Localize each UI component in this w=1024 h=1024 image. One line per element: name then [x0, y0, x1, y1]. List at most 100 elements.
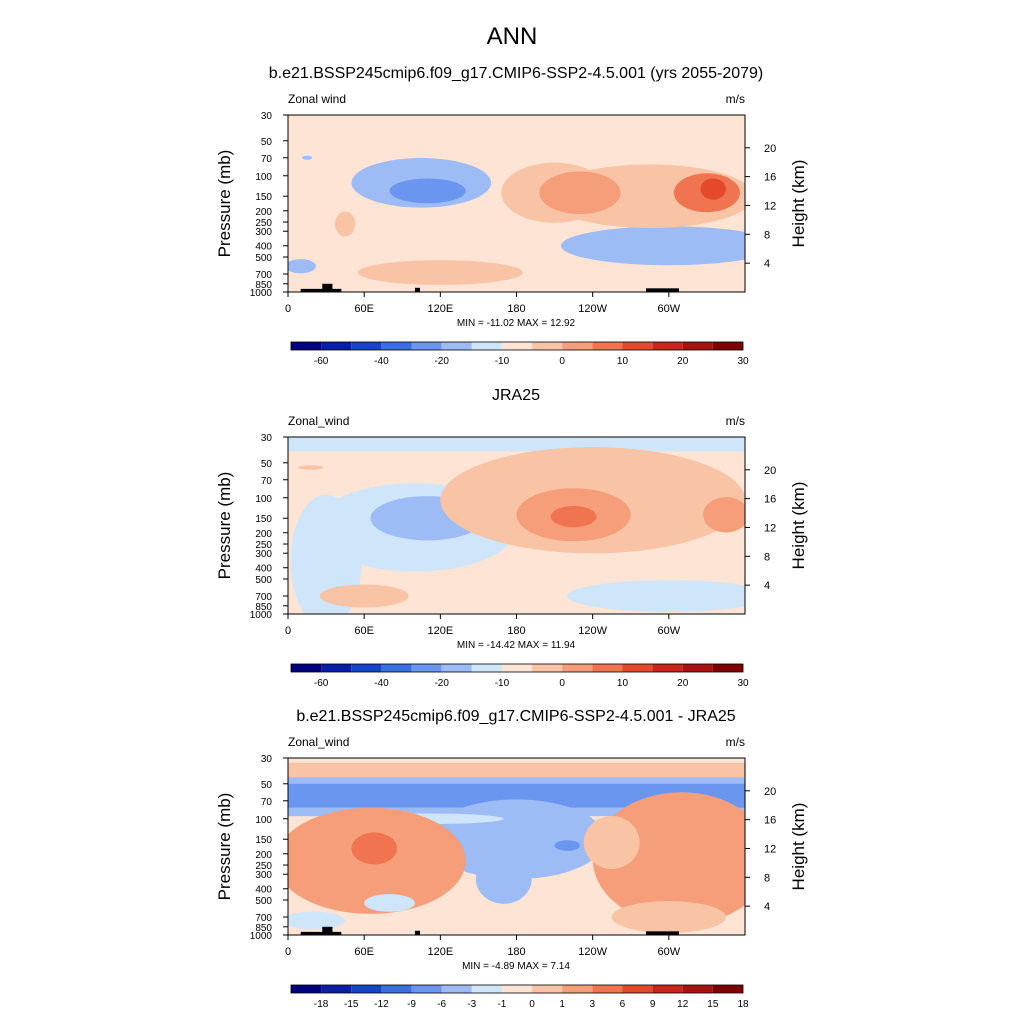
y-tick-label: 250	[255, 540, 272, 551]
colorbar-swatch	[441, 342, 472, 350]
contour-region	[539, 171, 621, 214]
x-tick-label: 180	[507, 625, 525, 637]
y-axis-title: Pressure (mb)	[215, 793, 234, 901]
y-tick-label: 70	[261, 476, 273, 487]
colorbar-swatch	[351, 985, 382, 993]
colorbar-swatch	[501, 664, 533, 672]
colorbar-label: 20	[677, 356, 689, 367]
min-max-stats: MIN = -11.02 MAX = 12.92	[457, 318, 576, 329]
colorbar-label: 20	[677, 678, 689, 689]
colorbar-label: 12	[677, 999, 689, 1010]
contour-band	[288, 762, 745, 779]
contour-region	[298, 465, 324, 470]
height-tick-label: 12	[764, 843, 776, 855]
colorbar-label: -9	[407, 999, 416, 1010]
y-tick-label: 30	[261, 754, 273, 765]
panel-title: b.e21.BSSP245cmip6.f09_g17.CMIP6-SSP2-4.…	[269, 65, 764, 82]
colorbar-label: 6	[620, 999, 626, 1010]
colorbar-swatch	[411, 985, 442, 993]
colorbar-swatch	[471, 664, 502, 672]
colorbar-label: -40	[374, 356, 389, 367]
colorbar-label: 10	[617, 356, 629, 367]
colorbar-swatch	[471, 342, 502, 350]
colorbar-swatch	[381, 985, 412, 993]
units-label: m/s	[726, 735, 745, 749]
colorbar-swatch	[652, 985, 683, 993]
colorbar-frame	[290, 663, 744, 673]
height-tick-label: 16	[764, 815, 776, 827]
topography	[300, 288, 342, 292]
colorbar-label: -6	[437, 999, 446, 1010]
colorbar-swatch	[321, 342, 352, 350]
topography	[645, 931, 679, 935]
y-tick-label: 500	[255, 575, 272, 586]
x-tick-label: 60E	[354, 946, 374, 958]
y-tick-label: 200	[255, 529, 272, 540]
colorbar-swatch	[652, 664, 683, 672]
y-tick-label: 300	[255, 549, 272, 560]
height-tick-label: 12	[764, 522, 776, 534]
panel-1: b.e21.BSSP245cmip6.f09_g17.CMIP6-SSP2-4.…	[215, 65, 808, 367]
colorbar-swatch	[291, 985, 322, 993]
colorbar-label: -20	[434, 678, 449, 689]
contour-region	[319, 584, 409, 608]
y2-axis-title: Height (km)	[789, 803, 808, 891]
y-tick-label: 150	[255, 514, 272, 525]
x-tick-label: 120W	[578, 946, 607, 958]
contour-region	[554, 840, 580, 851]
colorbar-label: -10	[495, 356, 510, 367]
y-tick-label: 400	[255, 885, 272, 896]
colorbar: -60 -40 -20 -10 0 10 20 30	[290, 341, 749, 367]
height-tick-label: 20	[764, 465, 776, 477]
colorbar-swatch	[562, 985, 593, 993]
colorbar-label: 15	[707, 999, 719, 1010]
contour-region	[288, 259, 316, 274]
height-tick-label: 8	[764, 551, 770, 563]
y-tick-label: 70	[261, 154, 273, 165]
panel-title: JRA25	[492, 387, 540, 404]
colorbar-label: -1	[497, 999, 506, 1010]
y-tick-label: 300	[255, 870, 272, 881]
contour-region	[389, 178, 466, 204]
colorbar-swatch	[712, 342, 743, 350]
y-tick-label: 150	[255, 835, 272, 846]
y-tick-label: 250	[255, 861, 272, 872]
contour-field	[288, 115, 745, 292]
contour-region	[475, 854, 532, 904]
x-tick-label: 180	[507, 946, 525, 958]
colorbar-swatch	[562, 342, 593, 350]
colorbar-swatch	[291, 664, 322, 672]
colorbar-swatch	[381, 342, 412, 350]
y-tick-label: 50	[261, 459, 273, 470]
colorbar-swatch	[562, 664, 593, 672]
colorbar-label: 30	[737, 356, 749, 367]
topography	[322, 926, 333, 935]
colorbar-swatch	[532, 342, 563, 350]
colorbar-swatch	[622, 985, 653, 993]
y-tick-label: 1000	[250, 931, 273, 942]
topography	[300, 931, 342, 935]
y-tick-label: 100	[255, 815, 272, 826]
y-tick-label: 30	[261, 111, 273, 122]
colorbar-swatch	[712, 664, 743, 672]
colorbar-swatch	[532, 985, 563, 993]
colorbar-label: -60	[314, 356, 329, 367]
y2-axis-title: Height (km)	[789, 160, 808, 248]
colorbar-swatch	[321, 664, 352, 672]
min-max-stats: MIN = -14.42 MAX = 11.94	[457, 640, 576, 651]
colorbar-swatch	[291, 342, 322, 350]
x-tick-label: 0	[285, 946, 291, 958]
topography	[322, 283, 333, 292]
y-tick-label: 500	[255, 253, 272, 264]
colorbar-swatch	[471, 985, 502, 993]
y-tick-label: 850	[255, 602, 272, 613]
y-axis-title: Pressure (mb)	[215, 472, 234, 580]
colorbar-swatch	[381, 664, 412, 672]
colorbar-label: 9	[650, 999, 656, 1010]
y-tick-label: 200	[255, 207, 272, 218]
y-tick-label: 400	[255, 242, 272, 253]
contour-region	[301, 155, 313, 160]
colorbar-swatch	[321, 985, 352, 993]
height-tick-label: 20	[764, 786, 776, 798]
